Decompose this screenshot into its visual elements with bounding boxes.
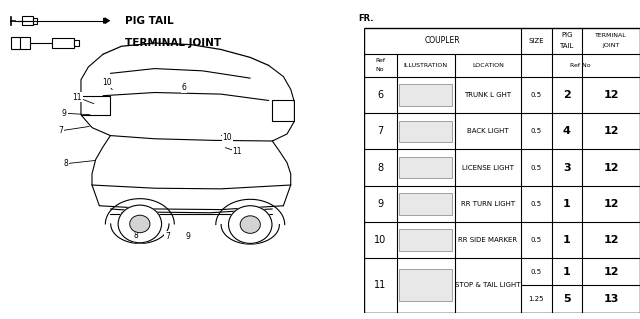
Bar	[399, 121, 452, 142]
Text: FR.: FR.	[358, 14, 374, 23]
Text: No: No	[376, 67, 385, 72]
Text: RR TURN LIGHT: RR TURN LIGHT	[461, 201, 515, 207]
Text: 0.5: 0.5	[531, 237, 542, 243]
Text: TRUNK L GHT: TRUNK L GHT	[465, 92, 511, 98]
Circle shape	[130, 215, 150, 233]
Text: 10: 10	[223, 133, 232, 142]
Text: LOCATION: LOCATION	[472, 63, 504, 68]
Text: 12: 12	[604, 126, 619, 136]
Text: 9: 9	[377, 199, 383, 209]
Text: TERMINAL: TERMINAL	[595, 33, 627, 38]
Text: 7: 7	[165, 232, 170, 241]
Text: 12: 12	[604, 235, 619, 245]
Bar	[52, 38, 74, 48]
Bar	[399, 229, 452, 251]
Text: 4: 4	[563, 126, 571, 136]
Text: 1.25: 1.25	[529, 296, 544, 302]
Circle shape	[228, 206, 272, 243]
Text: TAIL: TAIL	[559, 43, 574, 49]
Text: 12: 12	[604, 162, 619, 173]
Text: 11: 11	[374, 280, 386, 290]
Text: 12: 12	[604, 199, 619, 209]
Text: RR SIDE MARKER: RR SIDE MARKER	[458, 237, 518, 243]
Text: 0.5: 0.5	[531, 201, 542, 207]
Bar	[22, 16, 33, 25]
Text: ILLUSTRATION: ILLUSTRATION	[404, 63, 448, 68]
Bar	[399, 157, 452, 178]
Text: 11: 11	[72, 93, 82, 102]
Text: 10: 10	[102, 78, 111, 87]
Text: SIZE: SIZE	[529, 38, 544, 44]
Text: Ref: Ref	[375, 58, 385, 63]
Text: 9: 9	[62, 109, 67, 118]
Text: 8: 8	[134, 231, 138, 240]
Text: 1: 1	[563, 267, 571, 277]
Text: TERMINAL JOINT: TERMINAL JOINT	[125, 38, 221, 48]
Text: 5: 5	[563, 294, 570, 304]
Circle shape	[240, 216, 260, 233]
Text: Ref No: Ref No	[570, 63, 591, 68]
Text: STOP & TAIL LIGHT: STOP & TAIL LIGHT	[455, 282, 521, 288]
Bar	[399, 84, 452, 106]
Bar	[33, 18, 36, 24]
Text: 0.5: 0.5	[531, 165, 542, 171]
Text: PIG: PIG	[561, 32, 573, 38]
Text: 12: 12	[604, 90, 619, 100]
Text: 0.5: 0.5	[531, 128, 542, 134]
Circle shape	[118, 205, 161, 243]
Text: 11: 11	[232, 147, 242, 156]
Text: 6: 6	[377, 90, 383, 100]
Text: PIG TAIL: PIG TAIL	[125, 16, 173, 26]
FancyArrow shape	[103, 17, 111, 24]
Text: 13: 13	[604, 294, 619, 304]
Text: COUPLER: COUPLER	[424, 36, 460, 45]
Text: 8: 8	[377, 162, 383, 173]
Text: JOINT: JOINT	[602, 43, 620, 48]
Text: 0.5: 0.5	[531, 92, 542, 98]
Bar	[399, 270, 452, 301]
Text: 12: 12	[604, 267, 619, 277]
Text: 1: 1	[563, 235, 571, 245]
Text: 6: 6	[182, 83, 186, 92]
Text: 1: 1	[563, 199, 571, 209]
Text: 3: 3	[563, 162, 570, 173]
Bar	[399, 193, 452, 214]
Text: 7: 7	[377, 126, 383, 136]
Bar	[11, 37, 30, 49]
Text: 2: 2	[563, 90, 571, 100]
Text: LICENSE LIGHT: LICENSE LIGHT	[462, 165, 514, 171]
Text: 0.5: 0.5	[531, 269, 542, 275]
Text: 10: 10	[374, 235, 386, 245]
Text: 8: 8	[64, 159, 68, 168]
Text: 9: 9	[185, 232, 190, 241]
Text: 7: 7	[58, 126, 63, 135]
Bar	[74, 40, 79, 46]
Text: BACK LIGHT: BACK LIGHT	[467, 128, 509, 134]
